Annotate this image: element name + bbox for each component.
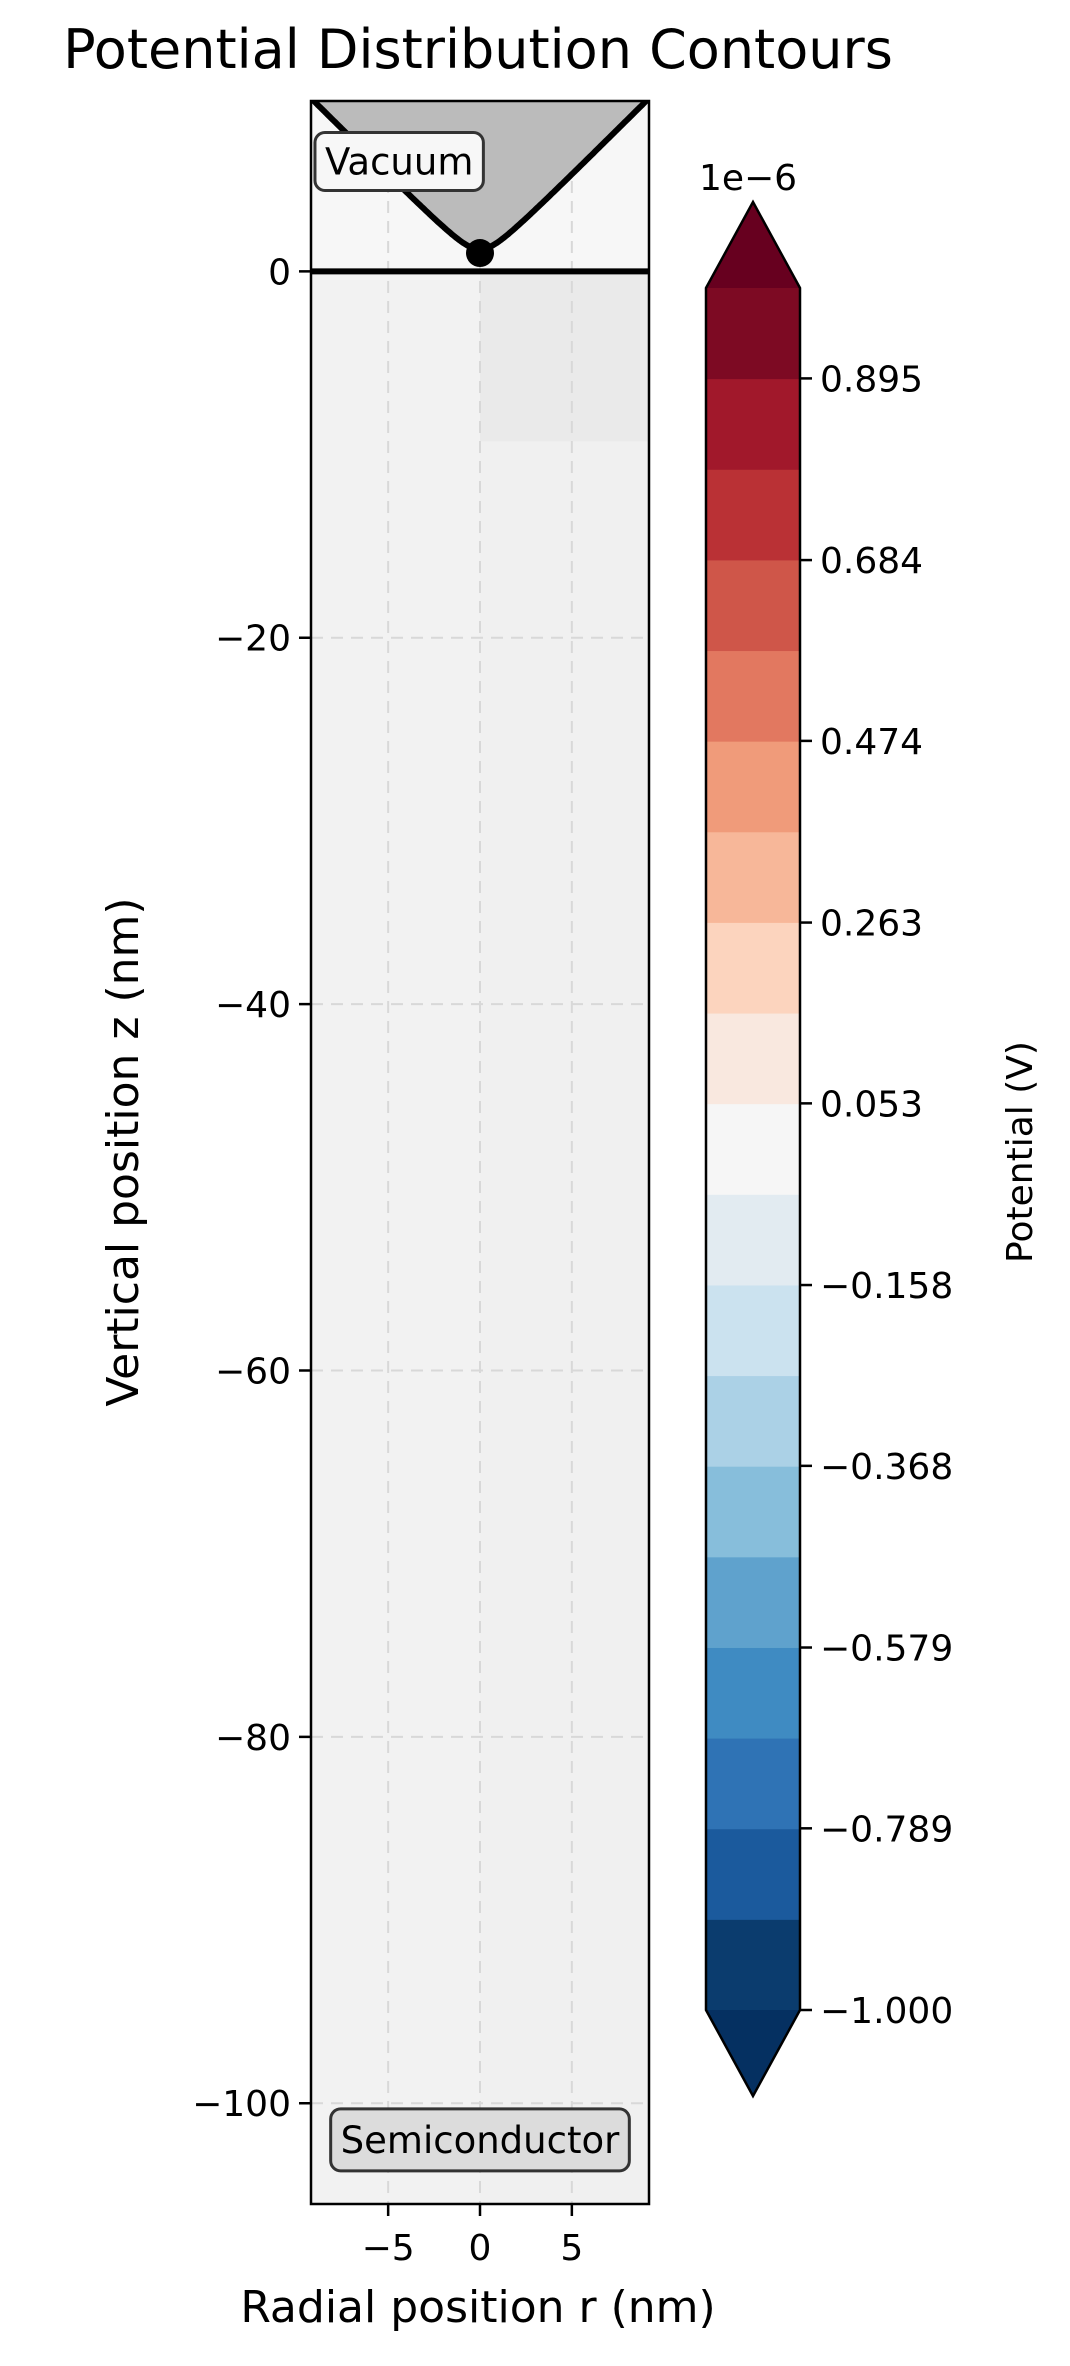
colorbar-tick-label-9: 0.895 bbox=[820, 359, 923, 400]
colorbar: −1.000 −0.789 −0.579 −0.368 −0.158 0.053 0.263… bbox=[699, 158, 1041, 2099]
colorbar-level-12 bbox=[706, 831, 800, 923]
x-axis: −5 0 5 bbox=[362, 2204, 583, 2269]
colorbar-tick-label-3: −0.368 bbox=[820, 1447, 953, 1488]
x-axis-label: Radial position r (nm) bbox=[240, 2282, 715, 2333]
colorbar-level-11 bbox=[706, 922, 800, 1014]
grid-lines bbox=[311, 101, 649, 2204]
vacuum-label: Vacuum bbox=[313, 130, 485, 192]
colorbar-tick-label-4: −0.158 bbox=[820, 1266, 953, 1307]
colorbar-level-7 bbox=[706, 1284, 800, 1377]
y-tick-label-5: −100 bbox=[192, 2084, 291, 2125]
x-tick-label-0: −5 bbox=[362, 2228, 415, 2269]
tip-apex-marker bbox=[466, 239, 494, 268]
colorbar-level-18 bbox=[706, 288, 800, 380]
field-cell-0 bbox=[311, 271, 480, 2204]
semiconductor-label-text: Semiconductor bbox=[341, 2119, 620, 2162]
y-tick-label-2: −40 bbox=[215, 985, 291, 1026]
colorbar-tick-label-8: 0.684 bbox=[820, 541, 923, 582]
colorbar-level-9 bbox=[706, 1103, 800, 1195]
y-tick-label-4: −80 bbox=[215, 1718, 291, 1759]
potential-field bbox=[311, 271, 649, 2204]
colorbar-level-6 bbox=[706, 1375, 800, 1467]
colorbar-extend-over bbox=[706, 202, 800, 288]
semiconductor-label: Semiconductor bbox=[329, 2107, 631, 2173]
field-cell-1 bbox=[480, 271, 649, 442]
plot-area: −5 0 5 0 −20 −40 −60 −80 −100 Vacuum Semiconduc… bbox=[192, 99, 651, 2269]
chart-title: Potential Distribution Contours bbox=[63, 18, 893, 81]
colorbar-level-4 bbox=[706, 1556, 800, 1648]
y-axis: 0 −20 −40 −60 −80 −100 bbox=[192, 252, 311, 2125]
y-axis-label: Vertical position z (nm) bbox=[98, 897, 149, 1406]
colorbar-level-0 bbox=[706, 1919, 800, 2011]
colorbar-level-16 bbox=[706, 469, 800, 561]
colorbar-level-13 bbox=[706, 741, 800, 833]
x-tick-label-2: 5 bbox=[560, 2228, 583, 2269]
colorbar-tick-label-2: −0.579 bbox=[820, 1629, 953, 1670]
colorbar-level-8 bbox=[706, 1194, 800, 1286]
colorbar-level-10 bbox=[706, 1013, 800, 1105]
colorbar-level-17 bbox=[706, 378, 800, 470]
colorbar-offset-text: 1e−6 bbox=[699, 158, 797, 199]
y-tick-label-0: 0 bbox=[268, 252, 291, 293]
y-tick-label-3: −60 bbox=[215, 1351, 291, 1392]
colorbar-level-5 bbox=[706, 1466, 800, 1558]
colorbar-tick-label-6: 0.263 bbox=[820, 904, 923, 945]
vacuum-label-text: Vacuum bbox=[325, 140, 473, 183]
colorbar-level-3 bbox=[706, 1647, 800, 1739]
colorbar-label: Potential (V) bbox=[1000, 1041, 1041, 1263]
colorbar-tick-label-0: −1.000 bbox=[820, 1991, 953, 2032]
field-cell-2 bbox=[480, 441, 649, 2204]
y-tick-label-1: −20 bbox=[215, 619, 291, 660]
colorbar-level-15 bbox=[706, 559, 800, 652]
colorbar-tick-label-1: −0.789 bbox=[820, 1809, 953, 1850]
colorbar-level-14 bbox=[706, 650, 800, 742]
colorbar-extend-under bbox=[706, 2010, 800, 2096]
colorbar-outline bbox=[704, 199, 802, 2099]
colorbar-level-1 bbox=[706, 1828, 800, 1920]
x-tick-label-1: 0 bbox=[469, 2228, 492, 2269]
colorbar-tick-label-7: 0.474 bbox=[820, 722, 923, 763]
colorbar-level-2 bbox=[706, 1738, 800, 1830]
colorbar-tick-label-5: 0.053 bbox=[820, 1084, 923, 1125]
